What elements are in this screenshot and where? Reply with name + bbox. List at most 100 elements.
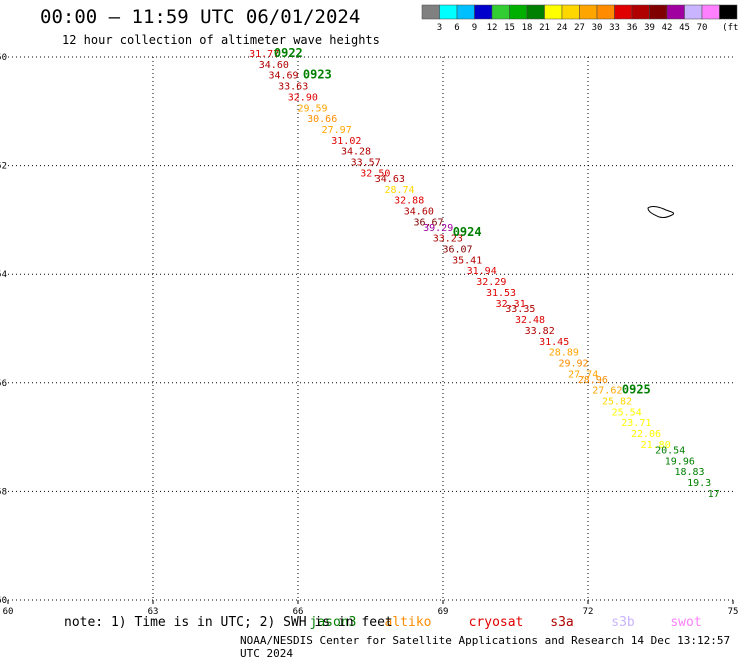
swh-data-label: 27.74 xyxy=(568,369,598,380)
colorbar-tick-label: 12 xyxy=(487,23,498,33)
colorbar-tick-label: 6 xyxy=(454,23,459,33)
swh-data-label: 32.88 xyxy=(394,196,424,207)
swh-data-label: 22.06 xyxy=(631,429,661,440)
colorbar-tick-label: 3 xyxy=(437,23,442,33)
swh-data-label: 32.90 xyxy=(288,92,318,103)
colorbar-swatch xyxy=(719,4,738,20)
swh-data-label: 34.63 xyxy=(375,174,405,185)
colorbar-swatch xyxy=(509,4,528,20)
colorbar-swatch xyxy=(631,4,650,20)
x-tick-label: 63 xyxy=(148,607,159,617)
legend-entry: swot xyxy=(670,615,701,630)
swh-data-label: 33.35 xyxy=(505,304,535,315)
y-tick-label: -50 xyxy=(0,53,7,63)
swh-data-label: 31.45 xyxy=(539,337,569,348)
swh-data-label: 32.50 xyxy=(360,168,390,179)
swh-data-label: 25.54 xyxy=(612,407,642,418)
colorbar-tick-label: 24 xyxy=(557,23,568,33)
legend-entry: s3a xyxy=(550,615,573,630)
colorbar-swatch xyxy=(649,4,668,20)
time-label: 0925 xyxy=(622,383,651,397)
swh-data-label: 19.96 xyxy=(665,456,695,467)
colorbar-tick-label: 15 xyxy=(504,23,515,33)
swh-data-label: 21.80 xyxy=(641,440,671,451)
swh-data-label: 34.69 xyxy=(268,71,298,82)
swh-data-label: 33.63 xyxy=(278,82,308,93)
swh-data-label: 31.53 xyxy=(486,288,516,299)
colorbar-tick-label: 9 xyxy=(472,23,477,33)
legend-entry: altiko xyxy=(385,615,432,630)
colorbar-swatch xyxy=(526,4,545,20)
swh-data-label: 28.96 xyxy=(578,375,608,386)
colorbar-tick-label: 27 xyxy=(574,23,585,33)
colorbar-tick-label: 30 xyxy=(592,23,603,33)
colorbar-tick-label: 21 xyxy=(539,23,550,33)
x-tick-label: 72 xyxy=(583,607,594,617)
swh-data-label: 32.31 xyxy=(496,299,526,310)
swh-data-label: 33.82 xyxy=(525,326,555,337)
colorbar-swatch xyxy=(614,4,633,20)
swh-data-label: 33.23 xyxy=(433,234,463,245)
swh-data-label: 34.60 xyxy=(259,60,289,71)
swh-data-label: 35.41 xyxy=(452,255,482,266)
colorbar-swatch xyxy=(439,4,458,20)
swh-data-label: 18.83 xyxy=(674,467,704,478)
swh-data-label: 29.59 xyxy=(297,103,327,114)
swh-data-label: 28.89 xyxy=(549,348,579,359)
colorbar-tick-label: 36 xyxy=(627,23,638,33)
time-label: 0924 xyxy=(453,225,482,239)
swh-data-label: 34.60 xyxy=(404,206,434,217)
swh-data-label: 39.29 xyxy=(423,223,453,234)
swh-data-label: 29.92 xyxy=(558,359,588,370)
swh-data-label: 36.07 xyxy=(442,244,472,255)
colorbar-swatch xyxy=(666,4,685,20)
colorbar-tick-label: 45 xyxy=(679,23,690,33)
colorbar-tick-label: 33 xyxy=(609,23,620,33)
colorbar-swatch xyxy=(544,4,563,20)
x-tick-label: 69 xyxy=(438,607,449,617)
swh-data-label: 30.66 xyxy=(307,114,337,125)
swh-data-label: 20.54 xyxy=(655,445,685,456)
x-tick-label: 66 xyxy=(293,607,304,617)
colorbar-tick-label: 42 xyxy=(662,23,673,33)
swh-data-label: 17 xyxy=(708,489,720,500)
grid: 60 63 66 69 72 75 -50 -52 -54 -56 -58 -60 xyxy=(0,53,738,617)
colorbar-swatch xyxy=(684,4,703,20)
swh-data-label: 28.74 xyxy=(384,185,414,196)
swh-data-label: 36.67 xyxy=(413,217,443,228)
colorbar-swatch xyxy=(579,4,598,20)
colorbar-swatch xyxy=(596,4,615,20)
swh-data-label: 19.3 xyxy=(687,478,711,489)
colorbar-swatch xyxy=(701,4,720,20)
data-points: 31.7734.6034.6933.6332.9029.5930.6627.97… xyxy=(249,46,720,500)
legend-entry: s3b xyxy=(611,615,635,630)
swh-data-label: 32.48 xyxy=(515,315,545,326)
footer-legend: jason3 altiko cryosat s3a s3b swot xyxy=(310,615,702,630)
swh-data-label: 31.94 xyxy=(467,266,497,277)
colorbar-tick-label: 39 xyxy=(644,23,655,33)
legend-entry: jason3 xyxy=(310,615,357,630)
x-tick-label: 75 xyxy=(728,607,739,617)
time-label: 0922 xyxy=(274,46,303,60)
colorbar-swatch xyxy=(491,4,510,20)
colorbar-swatch xyxy=(421,4,440,20)
y-tick-label: -60 xyxy=(0,596,7,606)
y-tick-label: -54 xyxy=(0,270,7,280)
y-tick-label: -56 xyxy=(0,379,7,389)
footer-note: note: 1) Time is in UTC; 2) SWH is in fe… xyxy=(64,615,393,630)
swh-data-label: 25.82 xyxy=(602,397,632,408)
colorbar-tick-label: 70 xyxy=(697,23,708,33)
swh-data-label: 34.28 xyxy=(341,147,371,158)
y-tick-label: -58 xyxy=(0,487,7,497)
time-label: 0923 xyxy=(303,68,332,82)
swh-data-label: 31.02 xyxy=(331,136,361,147)
legend-entry: cryosat xyxy=(469,615,524,630)
swh-data-label: 32.29 xyxy=(476,277,506,288)
y-tick-label: -52 xyxy=(0,162,7,172)
colorbar-tick-label: 18 xyxy=(522,23,533,33)
swh-data-label: 27.97 xyxy=(322,125,352,136)
colorbar-unit-label: (ft) xyxy=(722,23,740,33)
